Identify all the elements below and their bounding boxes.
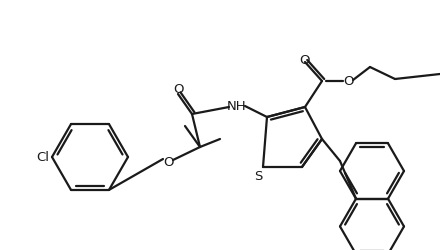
Text: S: S [254, 170, 262, 183]
Text: O: O [173, 83, 183, 96]
Text: O: O [163, 156, 173, 169]
Text: Cl: Cl [36, 151, 49, 164]
Text: NH: NH [227, 100, 247, 113]
Text: O: O [300, 53, 310, 66]
Text: O: O [343, 75, 353, 88]
